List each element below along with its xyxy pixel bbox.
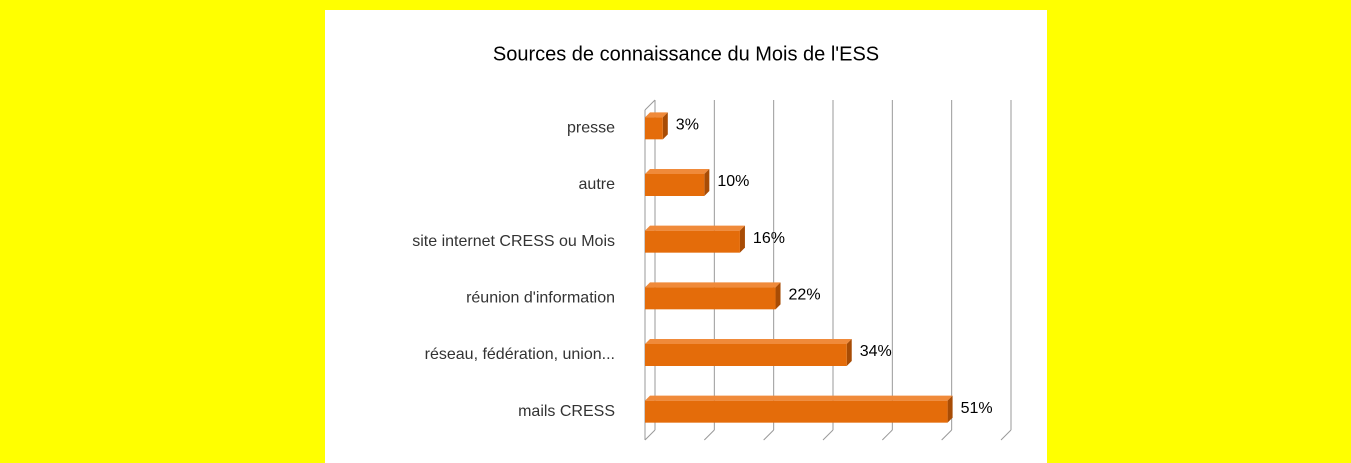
bar-top [645,112,668,118]
grid-floor-tick [941,429,953,441]
bar-face [645,344,847,366]
bar [645,169,710,196]
bar-face [645,287,776,310]
bar [645,395,953,423]
bar [645,339,852,366]
data-label: 51% [961,400,993,417]
y-tick-label: mails CRESS [518,403,615,420]
chart-title: Sources de connaissance du Mois de l'ESS [493,43,879,65]
grid-floor-tick [881,429,893,441]
bar-side [775,282,781,310]
bar-top [645,339,852,344]
bar-side [662,112,668,140]
bar [645,282,781,310]
y-tick-label: presse [567,120,615,137]
y-tick-label: site internet CRESS ou Mois [412,233,615,250]
bar-side [739,225,745,253]
grid-floor-tick [1000,429,1012,441]
bar-side [846,339,852,366]
bar-top [645,282,781,288]
bar [645,112,668,140]
bar-top [645,395,953,401]
grid-floor-tick [703,429,715,441]
data-label: 3% [676,117,699,134]
grid-floor-tick [763,429,775,441]
bar-side [704,169,710,196]
y-tick-label: réseau, fédération, union... [425,346,615,363]
data-label: 10% [717,173,749,190]
y-tick-label: autre [579,176,616,193]
bar-face [645,174,705,196]
bar [645,225,745,253]
grid-floor-tick [822,429,834,441]
data-label: 22% [789,287,821,304]
data-label: 16% [753,230,785,247]
data-label: 34% [860,343,892,360]
bar-top [645,169,710,174]
axis-back [644,99,656,111]
grid-floor-tick [644,429,656,441]
bar-top [645,225,745,231]
bar-face [645,117,663,140]
bar-side [947,395,953,423]
bar-face [645,400,948,423]
bar-face [645,230,740,253]
y-tick-label: réunion d'information [466,290,615,307]
